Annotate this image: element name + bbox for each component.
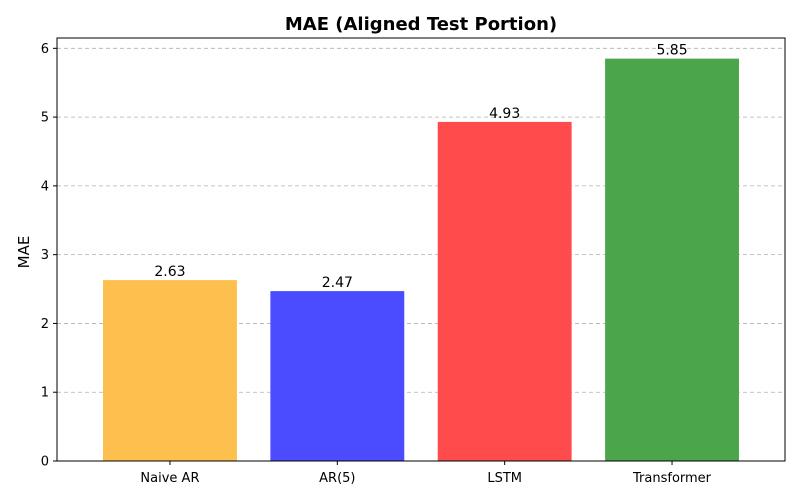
data-label: 5.85 [656, 43, 687, 59]
y-tick-label: 4 [41, 179, 49, 194]
y-tick-label: 1 [41, 386, 49, 401]
x-tick-label: Transformer [632, 471, 712, 486]
plot-frame [56, 37, 786, 462]
bars [103, 58, 739, 461]
data-label: 4.93 [489, 106, 520, 122]
value-labels: 2.63 2.47 4.93 5.85 [154, 43, 687, 291]
x-tick-label: LSTM [487, 471, 522, 486]
chart-title: MAE (Aligned Test Portion) [285, 14, 557, 35]
x-axis: Naive AR AR(5) LSTM Transformer [140, 461, 712, 486]
data-label: 2.63 [154, 264, 185, 280]
bar [605, 58, 739, 461]
y-tick-label: 5 [41, 111, 49, 126]
bar [103, 280, 237, 461]
x-tick-label: AR(5) [319, 471, 355, 486]
x-tick-label: Naive AR [140, 471, 199, 486]
y-tick-label: 0 [41, 455, 49, 470]
y-axis: 0 1 2 3 4 5 6 [41, 42, 57, 470]
bar [437, 121, 572, 461]
y-tick-label: 2 [41, 317, 49, 332]
data-label: 2.47 [322, 275, 353, 291]
y-tick-label: 6 [41, 42, 49, 57]
bar [270, 291, 405, 461]
y-tick-label: 3 [41, 248, 49, 263]
y-axis-label: MAE [15, 236, 33, 269]
